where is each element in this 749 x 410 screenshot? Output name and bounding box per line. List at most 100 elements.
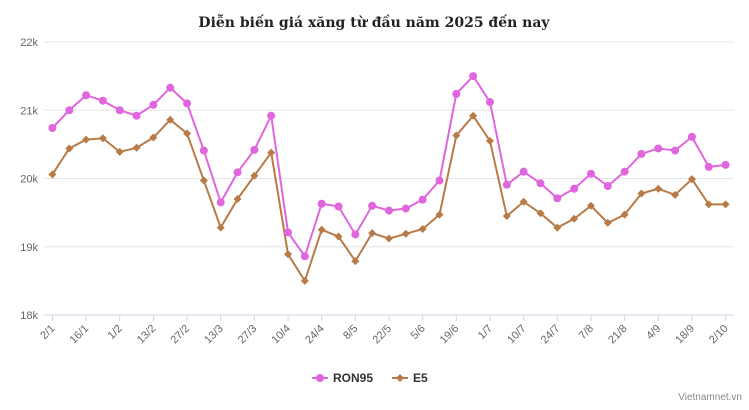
y-tick-label: 19k	[20, 242, 38, 254]
data-point-ron95[interactable]	[300, 252, 309, 261]
data-point-e5[interactable]	[300, 276, 309, 285]
series-e5	[48, 111, 730, 285]
data-point-ron95[interactable]	[704, 162, 713, 171]
x-tick-label: 16/1	[68, 323, 92, 347]
data-point-e5[interactable]	[687, 175, 696, 184]
data-point-e5[interactable]	[519, 197, 528, 206]
data-point-ron95[interactable]	[216, 198, 225, 207]
data-point-ron95[interactable]	[82, 91, 91, 100]
data-point-ron95[interactable]	[199, 146, 208, 155]
data-point-ron95[interactable]	[368, 201, 377, 210]
data-point-e5[interactable]	[284, 250, 293, 259]
x-tick-label: 13/2	[135, 323, 159, 347]
data-point-e5[interactable]	[48, 170, 57, 179]
data-point-e5[interactable]	[216, 223, 225, 232]
data-point-e5[interactable]	[553, 223, 562, 232]
data-point-ron95[interactable]	[48, 123, 57, 132]
data-point-ron95[interactable]	[385, 206, 393, 215]
data-point-e5[interactable]	[317, 225, 326, 234]
x-tick-label: 24/4	[303, 323, 327, 347]
data-point-e5[interactable]	[570, 214, 579, 223]
data-point-ron95[interactable]	[418, 195, 427, 204]
x-tick-label: 7/8	[577, 323, 596, 342]
data-point-e5[interactable]	[721, 200, 730, 209]
data-point-ron95[interactable]	[132, 111, 141, 120]
series-ron95	[48, 72, 730, 261]
data-point-e5[interactable]	[199, 176, 208, 185]
legend-item-e5[interactable]: E5	[392, 371, 428, 385]
data-point-ron95[interactable]	[401, 204, 410, 213]
data-point-ron95[interactable]	[654, 144, 663, 153]
data-point-ron95[interactable]	[115, 106, 124, 115]
data-point-ron95[interactable]	[469, 72, 478, 81]
data-point-e5[interactable]	[98, 134, 107, 143]
data-point-e5[interactable]	[351, 257, 360, 266]
legend-marker-icon	[316, 374, 324, 382]
data-point-ron95[interactable]	[149, 100, 158, 109]
x-tick-label: 2/1	[38, 323, 57, 342]
data-point-e5[interactable]	[401, 229, 410, 238]
data-point-ron95[interactable]	[721, 160, 730, 169]
data-point-ron95[interactable]	[687, 132, 696, 141]
data-point-ron95[interactable]	[166, 83, 175, 92]
x-tick-label: 4/9	[644, 323, 663, 342]
data-point-e5[interactable]	[183, 129, 192, 138]
data-point-e5[interactable]	[654, 184, 663, 193]
data-point-e5[interactable]	[485, 136, 494, 145]
x-tick-label: 18/9	[673, 323, 697, 347]
legend-item-ron95[interactable]: RON95	[312, 371, 373, 385]
data-point-e5[interactable]	[250, 171, 259, 180]
data-point-ron95[interactable]	[351, 230, 360, 239]
x-tick-label: 2/10	[707, 323, 731, 347]
data-point-e5[interactable]	[418, 225, 427, 234]
data-point-e5[interactable]	[334, 232, 343, 241]
data-point-ron95[interactable]	[284, 228, 293, 237]
data-point-ron95[interactable]	[233, 168, 242, 177]
data-point-e5[interactable]	[132, 143, 141, 152]
data-point-ron95[interactable]	[334, 202, 343, 211]
x-tick-label: 27/2	[169, 323, 193, 347]
data-point-e5[interactable]	[368, 229, 377, 238]
data-point-e5[interactable]	[82, 135, 91, 144]
data-point-ron95[interactable]	[452, 89, 461, 98]
data-point-ron95[interactable]	[553, 194, 562, 203]
data-point-ron95[interactable]	[250, 145, 259, 154]
data-point-e5[interactable]	[620, 210, 629, 219]
data-point-e5[interactable]	[149, 133, 158, 142]
data-point-ron95[interactable]	[570, 184, 579, 193]
data-point-ron95[interactable]	[519, 167, 528, 176]
data-point-ron95[interactable]	[536, 179, 545, 188]
data-point-ron95[interactable]	[485, 98, 494, 107]
data-point-ron95[interactable]	[603, 182, 612, 191]
data-point-e5[interactable]	[637, 189, 646, 198]
data-point-e5[interactable]	[166, 115, 175, 124]
data-point-e5[interactable]	[435, 210, 444, 219]
data-point-ron95[interactable]	[586, 169, 595, 178]
data-point-ron95[interactable]	[435, 176, 444, 185]
data-point-ron95[interactable]	[317, 199, 326, 208]
data-point-ron95[interactable]	[183, 99, 192, 108]
data-point-ron95[interactable]	[620, 167, 629, 176]
data-point-e5[interactable]	[115, 147, 124, 156]
data-point-ron95[interactable]	[637, 149, 646, 158]
data-point-ron95[interactable]	[98, 96, 107, 105]
x-tick-label: 21/8	[606, 323, 630, 347]
data-point-e5[interactable]	[385, 234, 393, 243]
data-point-e5[interactable]	[536, 209, 545, 218]
data-point-ron95[interactable]	[267, 111, 276, 120]
data-point-e5[interactable]	[469, 111, 478, 120]
data-point-e5[interactable]	[603, 218, 612, 227]
data-point-e5[interactable]	[267, 148, 276, 157]
data-point-e5[interactable]	[704, 200, 713, 209]
data-point-e5[interactable]	[671, 190, 680, 199]
data-point-ron95[interactable]	[671, 146, 680, 155]
legend-label: RON95	[333, 371, 373, 385]
data-point-ron95[interactable]	[502, 180, 511, 189]
data-point-e5[interactable]	[65, 144, 74, 153]
data-point-e5[interactable]	[502, 212, 511, 221]
data-point-ron95[interactable]	[65, 106, 74, 115]
data-point-e5[interactable]	[233, 194, 242, 203]
x-tick-label: 24/7	[539, 323, 563, 347]
data-point-e5[interactable]	[452, 131, 461, 140]
data-point-e5[interactable]	[586, 201, 595, 210]
